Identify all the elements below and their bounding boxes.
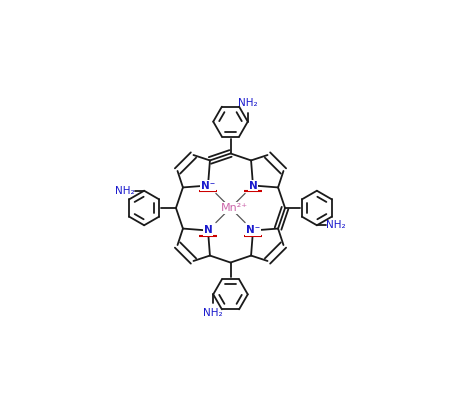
Text: N⁻: N⁻	[201, 181, 215, 191]
Text: N⁻: N⁻	[246, 225, 260, 235]
Text: NH₂: NH₂	[115, 186, 135, 196]
Text: Mn²⁺: Mn²⁺	[221, 203, 248, 213]
Text: NH₂: NH₂	[238, 97, 258, 108]
Text: NH₂: NH₂	[326, 220, 346, 230]
Text: N: N	[204, 225, 213, 235]
Text: N: N	[248, 181, 257, 191]
Text: NH₂: NH₂	[203, 308, 223, 319]
